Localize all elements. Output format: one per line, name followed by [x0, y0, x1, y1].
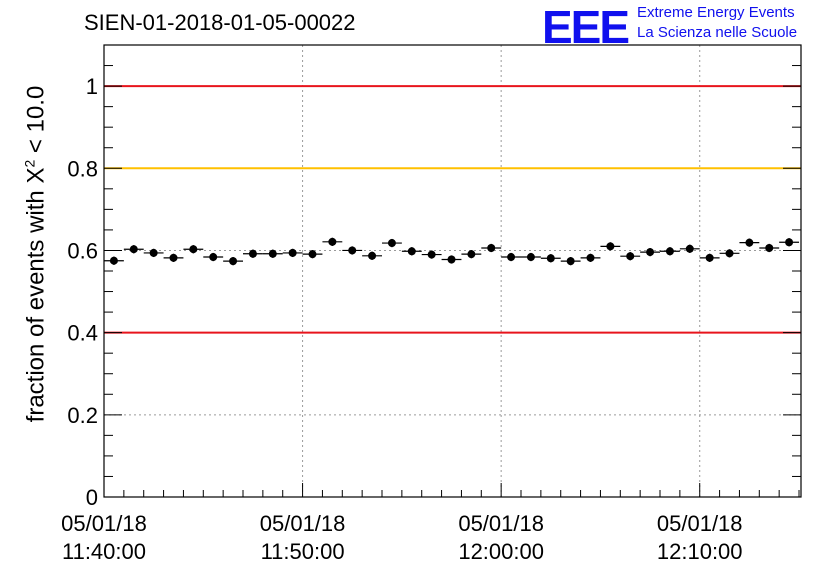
data-point: [447, 255, 456, 264]
y-tick-label: 0.6: [67, 238, 98, 263]
data-point: [685, 244, 694, 253]
data-point: [646, 248, 655, 257]
x-tick-label-date: 05/01/18: [61, 511, 147, 536]
data-point: [129, 245, 138, 254]
y-tick-label: 1: [86, 74, 98, 99]
x-tick-label-time: 12:10:00: [657, 539, 743, 564]
eee-logo-mark: EEE: [542, 1, 630, 53]
x-tick-label-date: 05/01/18: [657, 511, 743, 536]
y-tick-label: 0.4: [67, 321, 98, 346]
axis-ticks: 05/01/18 11:40:00 05/01/18 11:50:00 05/01/18…: [61, 65, 801, 564]
data-point: [427, 250, 436, 259]
data-point: [725, 249, 734, 258]
y-axis-label-prefix: fraction of events with X: [22, 167, 50, 423]
data-point: [665, 247, 674, 256]
data-points: [104, 237, 800, 266]
x-tick-label-time: 12:00:00: [458, 539, 544, 564]
plot-frame: [103, 44, 802, 498]
data-point: [606, 242, 615, 251]
data-point: [308, 250, 317, 259]
data-point: [169, 253, 178, 262]
data-point: [487, 243, 496, 252]
y-axis-label-exponent: 2: [21, 159, 38, 168]
data-point: [209, 253, 218, 262]
grid-layer: [103, 45, 801, 497]
data-point: [507, 253, 516, 262]
x-tick-label-time: 11:40:00: [62, 539, 146, 564]
data-point: [467, 250, 476, 259]
chart-title: SIEN-01-2018-01-05-00022: [84, 10, 356, 35]
data-point: [526, 253, 535, 262]
data-point: [586, 253, 595, 262]
data-point: [149, 248, 158, 257]
data-point: [705, 253, 714, 262]
data-point: [765, 243, 774, 252]
data-point: [626, 252, 635, 261]
data-point: [745, 238, 754, 247]
reference-lines: [104, 85, 801, 334]
x-tick-label-time: 11:50:00: [261, 539, 345, 564]
data-point: [229, 257, 238, 266]
y-axis-label-suffix: < 10.0: [22, 85, 50, 160]
data-point: [407, 247, 416, 256]
data-point: [785, 238, 794, 247]
logo-line-2: La Scienza nelle Scuole: [637, 24, 798, 41]
data-point: [328, 237, 337, 246]
data-point: [109, 256, 118, 265]
data-point: [248, 249, 257, 258]
y-axis-label: fraction of events with X2 < 10.0: [22, 86, 51, 423]
data-point: [268, 249, 277, 258]
data-point: [189, 245, 198, 254]
data-point: [546, 254, 555, 263]
y-tick-label: 0.2: [67, 403, 98, 428]
y-tick-label: 0.8: [67, 156, 98, 181]
logo-line-1: Extreme Energy Events: [637, 4, 795, 21]
eee-logo-text: Extreme Energy Events La Scienza nelle S…: [637, 3, 797, 43]
data-point: [368, 251, 377, 260]
data-point: [348, 246, 357, 255]
data-point: [387, 239, 396, 248]
data-point: [566, 257, 575, 266]
x-tick-label-date: 05/01/18: [260, 511, 346, 536]
y-tick-label: 0: [86, 485, 98, 510]
data-point: [288, 248, 297, 257]
x-tick-label-date: 05/01/18: [458, 511, 544, 536]
